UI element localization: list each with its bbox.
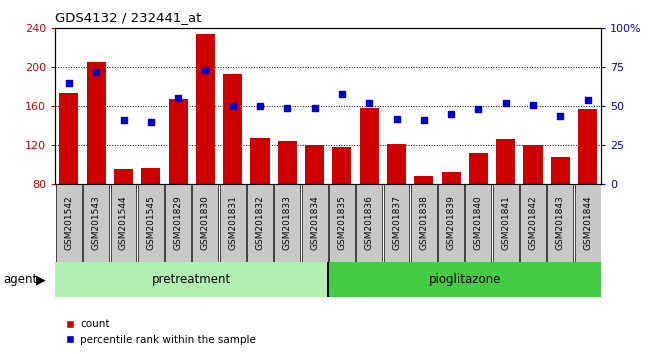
FancyBboxPatch shape <box>56 184 82 262</box>
Text: pretreatment: pretreatment <box>152 273 231 286</box>
Point <box>391 116 402 121</box>
Text: GSM201832: GSM201832 <box>255 196 265 250</box>
Point <box>146 119 156 125</box>
Point <box>528 102 538 108</box>
Bar <box>387 144 406 184</box>
FancyBboxPatch shape <box>192 184 218 262</box>
Bar <box>250 138 270 184</box>
Point <box>500 100 511 106</box>
Bar <box>168 99 188 184</box>
Point <box>337 91 347 97</box>
Bar <box>196 34 215 184</box>
Text: ▶: ▶ <box>36 273 46 286</box>
Text: agent: agent <box>3 273 38 286</box>
Point <box>118 118 129 123</box>
Text: GSM201836: GSM201836 <box>365 195 374 251</box>
Point <box>227 103 238 109</box>
Bar <box>86 62 106 184</box>
Bar <box>523 145 543 184</box>
FancyBboxPatch shape <box>356 184 382 262</box>
Point <box>419 118 429 123</box>
Point <box>173 96 183 101</box>
FancyBboxPatch shape <box>327 262 330 297</box>
Text: GSM201542: GSM201542 <box>64 196 73 250</box>
Text: GSM201545: GSM201545 <box>146 196 155 250</box>
Bar <box>469 153 488 184</box>
Text: GSM201839: GSM201839 <box>447 195 456 251</box>
FancyBboxPatch shape <box>138 184 164 262</box>
Bar <box>223 74 242 184</box>
Bar <box>359 108 379 184</box>
Text: GSM201844: GSM201844 <box>583 196 592 250</box>
Point <box>555 113 566 118</box>
FancyBboxPatch shape <box>575 184 601 262</box>
FancyBboxPatch shape <box>302 184 328 262</box>
Text: GSM201544: GSM201544 <box>119 196 128 250</box>
Text: GSM201837: GSM201837 <box>392 195 401 251</box>
Text: GSM201842: GSM201842 <box>528 196 538 250</box>
Point <box>255 103 265 109</box>
FancyBboxPatch shape <box>55 262 328 297</box>
FancyBboxPatch shape <box>547 184 573 262</box>
Bar <box>278 141 297 184</box>
Text: GSM201841: GSM201841 <box>501 196 510 250</box>
Text: GSM201833: GSM201833 <box>283 195 292 251</box>
FancyBboxPatch shape <box>493 184 519 262</box>
FancyBboxPatch shape <box>465 184 491 262</box>
FancyBboxPatch shape <box>520 184 546 262</box>
FancyBboxPatch shape <box>83 184 109 262</box>
FancyBboxPatch shape <box>411 184 437 262</box>
Text: GSM201840: GSM201840 <box>474 196 483 250</box>
Point <box>473 107 484 112</box>
Bar <box>414 176 434 184</box>
Legend: count, percentile rank within the sample: count, percentile rank within the sample <box>60 315 260 349</box>
Point <box>200 68 211 73</box>
Bar <box>496 139 515 184</box>
Point <box>582 97 593 103</box>
Text: GSM201829: GSM201829 <box>174 196 183 250</box>
FancyBboxPatch shape <box>438 184 464 262</box>
FancyBboxPatch shape <box>328 262 601 297</box>
Text: GSM201838: GSM201838 <box>419 195 428 251</box>
Bar <box>578 109 597 184</box>
Text: GSM201543: GSM201543 <box>92 196 101 250</box>
Text: GDS4132 / 232441_at: GDS4132 / 232441_at <box>55 11 201 24</box>
Text: GSM201835: GSM201835 <box>337 195 346 251</box>
FancyBboxPatch shape <box>165 184 191 262</box>
FancyBboxPatch shape <box>274 184 300 262</box>
Point <box>309 105 320 110</box>
FancyBboxPatch shape <box>384 184 410 262</box>
Bar <box>305 145 324 184</box>
Text: GSM201834: GSM201834 <box>310 196 319 250</box>
Point <box>64 80 74 86</box>
Point <box>446 111 456 117</box>
Text: GSM201843: GSM201843 <box>556 196 565 250</box>
FancyBboxPatch shape <box>247 184 273 262</box>
Point <box>364 100 374 106</box>
Text: pioglitazone: pioglitazone <box>428 273 501 286</box>
Bar <box>551 157 570 184</box>
FancyBboxPatch shape <box>329 184 355 262</box>
Bar <box>59 93 79 184</box>
FancyBboxPatch shape <box>111 184 136 262</box>
Point <box>282 105 293 110</box>
Text: GSM201830: GSM201830 <box>201 195 210 251</box>
Bar <box>141 167 161 184</box>
Point <box>91 69 101 75</box>
FancyBboxPatch shape <box>220 184 246 262</box>
Bar <box>441 172 461 184</box>
Bar <box>114 170 133 184</box>
Text: GSM201831: GSM201831 <box>228 195 237 251</box>
Bar <box>332 147 352 184</box>
